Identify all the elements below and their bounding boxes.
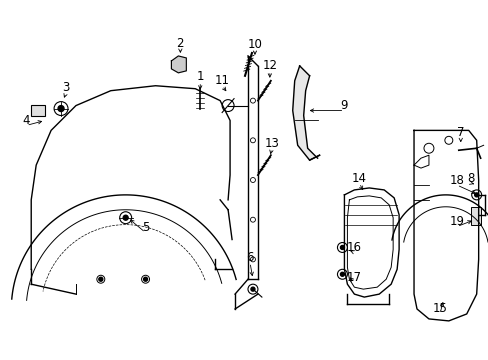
Text: 9: 9 — [340, 99, 347, 112]
Text: 3: 3 — [62, 81, 70, 94]
Text: 18: 18 — [448, 174, 463, 186]
Text: 16: 16 — [346, 241, 361, 254]
Polygon shape — [292, 66, 319, 160]
Text: 6: 6 — [246, 251, 253, 264]
Circle shape — [250, 287, 254, 291]
Text: 8: 8 — [466, 171, 473, 185]
Circle shape — [340, 246, 344, 249]
Text: 10: 10 — [247, 37, 262, 50]
Circle shape — [143, 277, 147, 281]
Bar — [470, 207, 480, 225]
Text: 4: 4 — [22, 114, 30, 127]
Text: 14: 14 — [351, 171, 366, 185]
Bar — [31, 105, 45, 117]
Circle shape — [58, 105, 64, 112]
Text: 5: 5 — [142, 221, 149, 234]
Text: 13: 13 — [264, 137, 279, 150]
Circle shape — [99, 277, 102, 281]
Text: 15: 15 — [431, 302, 447, 315]
Polygon shape — [171, 56, 186, 73]
Text: 1: 1 — [196, 70, 203, 83]
Circle shape — [474, 193, 478, 197]
Circle shape — [340, 272, 344, 276]
Text: 11: 11 — [214, 74, 229, 87]
Text: 17: 17 — [346, 271, 361, 284]
Text: 19: 19 — [448, 215, 463, 228]
Circle shape — [123, 215, 128, 220]
Text: 2: 2 — [176, 37, 184, 50]
Text: 7: 7 — [456, 126, 464, 139]
Text: 12: 12 — [262, 59, 277, 72]
